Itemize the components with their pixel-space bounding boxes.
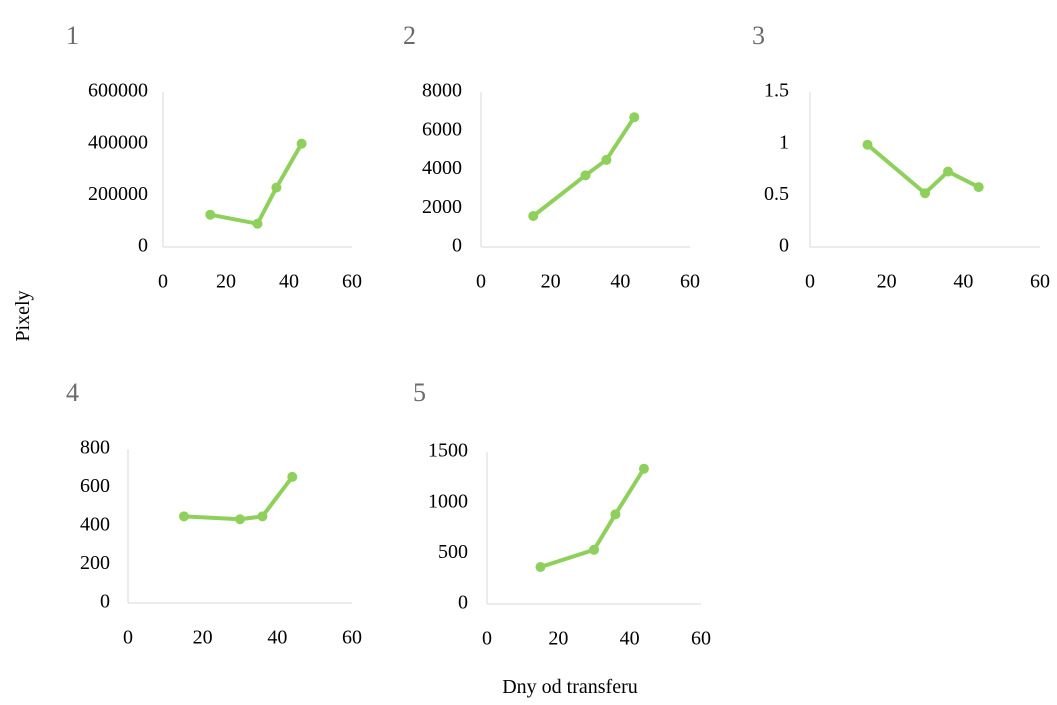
y-tick-label: 0 bbox=[452, 235, 462, 257]
y-tick-label: 0 bbox=[779, 235, 789, 257]
x-tick-label: 0 bbox=[123, 627, 133, 649]
x-tick-label: 20 bbox=[193, 627, 213, 649]
data-point bbox=[271, 182, 282, 193]
data-point bbox=[610, 509, 621, 520]
y-tick-label: 200000 bbox=[88, 183, 148, 205]
panel-title: 5 bbox=[413, 378, 426, 407]
data-point bbox=[205, 209, 216, 220]
x-tick-label: 20 bbox=[877, 271, 897, 293]
x-tick-label: 60 bbox=[691, 628, 711, 650]
x-tick-label: 20 bbox=[548, 628, 568, 650]
y-tick-label: 1 bbox=[779, 131, 789, 153]
data-point bbox=[296, 138, 307, 149]
y-tick-label: 0 bbox=[100, 591, 110, 613]
data-point bbox=[235, 514, 245, 525]
data-point bbox=[862, 139, 873, 150]
x-tick-label: 60 bbox=[342, 271, 362, 293]
panel-title: 1 bbox=[66, 21, 79, 50]
series-line bbox=[531, 115, 637, 218]
chart-panel-5: 5 0 500 1000 1500 0 20 40 60 bbox=[413, 378, 711, 650]
data-point bbox=[589, 544, 599, 555]
y-tick-label: 1000 bbox=[428, 490, 468, 512]
y-tick-label: 600 bbox=[80, 475, 110, 497]
data-point bbox=[920, 188, 930, 199]
data-point bbox=[179, 511, 189, 522]
chart-panel-1: 1 0 200000 400000 600000 0 20 40 60 bbox=[66, 21, 362, 293]
y-tick-label: 400000 bbox=[88, 131, 148, 153]
panel-title: 3 bbox=[752, 21, 765, 50]
x-tick-label: 0 bbox=[805, 271, 815, 293]
data-point bbox=[601, 154, 612, 165]
panel-title: 2 bbox=[403, 21, 416, 50]
x-tick-label: 40 bbox=[279, 271, 299, 293]
y-axis-label: Pixely bbox=[11, 290, 34, 342]
data-point bbox=[528, 211, 539, 221]
data-point bbox=[252, 218, 263, 229]
y-tick-label: 800 bbox=[80, 437, 110, 459]
x-tick-label: 40 bbox=[620, 628, 640, 650]
y-tick-label: 0 bbox=[458, 592, 468, 614]
y-tick-label: 0.5 bbox=[764, 183, 789, 205]
y-tick-label: 2000 bbox=[422, 196, 462, 218]
y-tick-label: 6000 bbox=[422, 118, 462, 140]
x-tick-label: 20 bbox=[541, 271, 561, 293]
x-tick-label: 20 bbox=[216, 271, 236, 293]
x-tick-label: 60 bbox=[1030, 271, 1050, 293]
x-tick-label: 40 bbox=[610, 271, 630, 293]
x-tick-label: 0 bbox=[476, 271, 486, 293]
series-line bbox=[538, 466, 646, 570]
y-tick-label: 600000 bbox=[88, 80, 148, 102]
x-tick-label: 0 bbox=[158, 271, 168, 293]
y-tick-label: 200 bbox=[80, 552, 110, 574]
data-point bbox=[973, 182, 984, 193]
x-tick-label: 40 bbox=[953, 271, 973, 293]
x-axis-label: Dny od transferu bbox=[502, 676, 638, 698]
y-tick-label: 4000 bbox=[422, 157, 462, 179]
data-point bbox=[535, 562, 546, 573]
x-tick-label: 40 bbox=[267, 627, 287, 649]
series-line bbox=[182, 474, 295, 522]
data-point bbox=[580, 170, 591, 181]
data-point bbox=[638, 463, 649, 474]
data-point bbox=[287, 471, 298, 482]
data-point bbox=[257, 511, 268, 522]
chart-panel-3: 3 0 0.5 1 1.5 0 20 40 60 bbox=[752, 21, 1050, 293]
x-tick-label: 60 bbox=[680, 271, 700, 293]
data-point bbox=[943, 166, 953, 177]
y-tick-label: 0 bbox=[138, 235, 148, 257]
panel-title: 4 bbox=[66, 378, 79, 407]
x-tick-label: 60 bbox=[342, 627, 362, 649]
y-tick-label: 400 bbox=[80, 514, 110, 536]
y-tick-label: 8000 bbox=[422, 80, 462, 102]
x-tick-label: 0 bbox=[482, 628, 492, 650]
y-tick-label: 500 bbox=[438, 541, 468, 563]
y-tick-label: 1500 bbox=[428, 440, 468, 462]
data-point bbox=[629, 112, 640, 123]
y-tick-label: 1.5 bbox=[764, 80, 789, 102]
series-line bbox=[865, 142, 981, 196]
series-line bbox=[208, 141, 304, 226]
